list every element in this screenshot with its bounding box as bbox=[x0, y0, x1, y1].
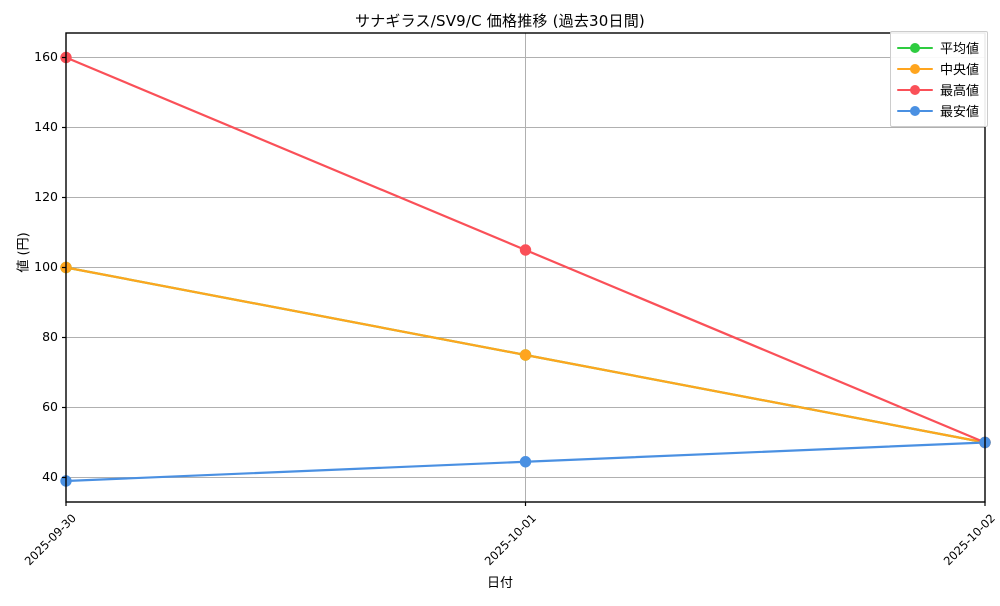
legend-item[interactable]: 最安値 bbox=[896, 100, 979, 121]
y-tick-label-text: 100 bbox=[34, 258, 58, 274]
y-tick-label-text: 160 bbox=[34, 48, 58, 64]
legend-marker-icon bbox=[909, 42, 920, 53]
legend-item[interactable]: 平均値 bbox=[896, 37, 979, 58]
y-tick-label-text: 80 bbox=[42, 328, 58, 344]
y-tick-label-text: 60 bbox=[42, 398, 58, 414]
legend-item-label: 中央値 bbox=[939, 63, 979, 78]
chart-title: サナギラス/SV9/C 価格推移 (過去30日間) bbox=[355, 12, 645, 30]
legend-swatch-icon bbox=[896, 83, 933, 97]
legend-marker-icon bbox=[909, 105, 920, 116]
legend-item-label: 平均値 bbox=[939, 42, 979, 57]
legend-item[interactable]: 中央値 bbox=[896, 58, 979, 79]
chart-legend: 平均値中央値最高値最安値 bbox=[889, 31, 988, 127]
legend-swatch-icon bbox=[896, 104, 933, 118]
y-tick-label-text: 140 bbox=[34, 118, 58, 134]
data-point-marker bbox=[519, 349, 532, 361]
legend-swatch-icon bbox=[896, 62, 933, 76]
data-point-marker bbox=[519, 456, 532, 468]
data-point-marker bbox=[519, 244, 532, 256]
legend-swatch-icon bbox=[896, 41, 933, 55]
legend-item-label: 最安値 bbox=[939, 105, 979, 120]
legend-item[interactable]: 最高値 bbox=[896, 79, 979, 100]
y-tick-label-text: 40 bbox=[42, 468, 58, 484]
legend-item-label: 最高値 bbox=[939, 84, 979, 99]
legend-marker-icon bbox=[909, 84, 920, 95]
x-axis-label: 日付 bbox=[486, 576, 513, 591]
legend-marker-icon bbox=[909, 63, 920, 74]
y-tick-label-text: 120 bbox=[34, 188, 58, 204]
